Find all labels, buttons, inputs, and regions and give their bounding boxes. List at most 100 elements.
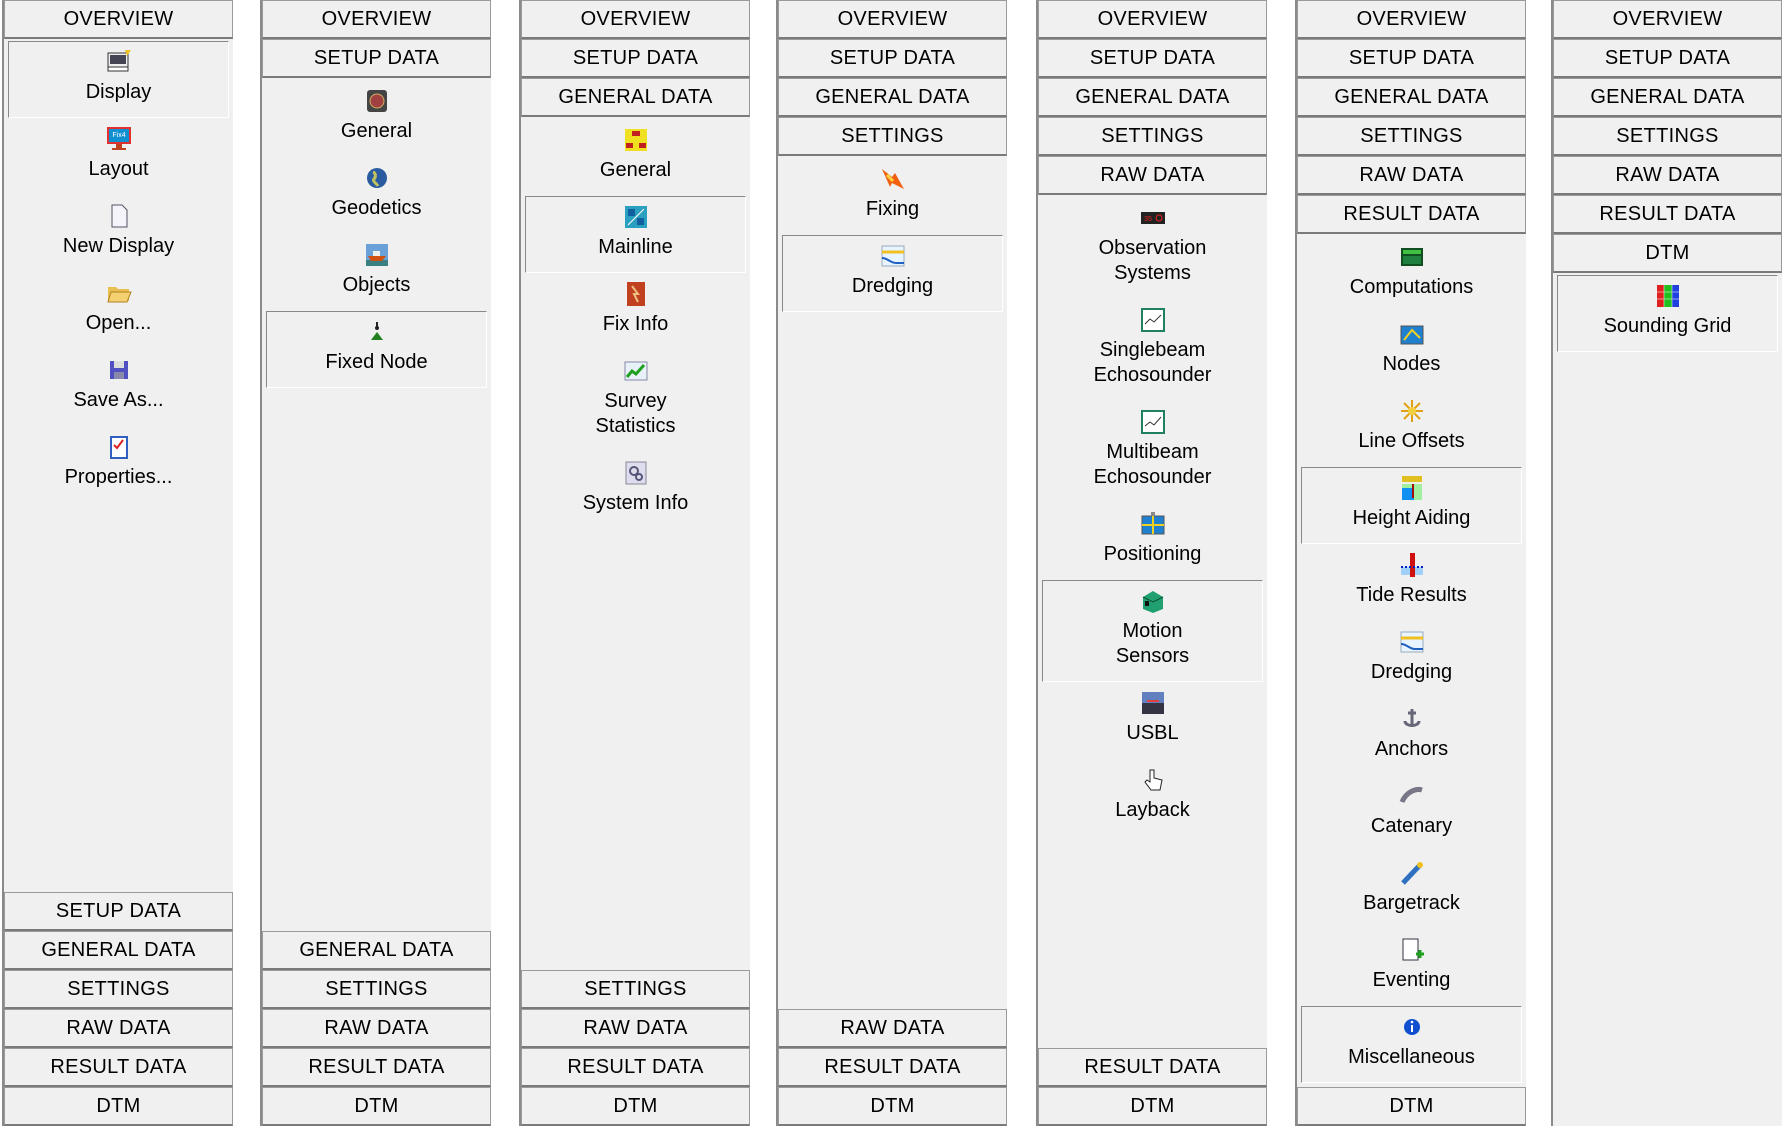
list-item-system-info[interactable]: System Info	[525, 452, 746, 529]
tab-result-data[interactable]: RESULT DATA	[1553, 195, 1782, 234]
tab-overview[interactable]: OVERVIEW	[521, 0, 750, 39]
list-item-geodetics[interactable]: Geodetics	[266, 157, 487, 234]
list-item-observation-systems[interactable]: 35 Observation Systems	[1042, 197, 1263, 299]
list-item-fixed-node[interactable]: Fixed Node	[266, 311, 487, 388]
list-item-general[interactable]: General	[266, 80, 487, 157]
panel-column: OVERVIEW SETUP DATA General Geodetics Object…	[260, 0, 491, 1126]
tab-general-data[interactable]: GENERAL DATA	[1553, 78, 1782, 117]
tab-overview[interactable]: OVERVIEW	[778, 0, 1007, 39]
tab-dtm[interactable]: DTM	[521, 1087, 750, 1126]
tab-overview[interactable]: OVERVIEW	[1038, 0, 1267, 39]
list-item-layback[interactable]: Layback	[1042, 759, 1263, 836]
tab-dtm[interactable]: DTM	[4, 1087, 233, 1126]
tab-general-data[interactable]: GENERAL DATA	[778, 78, 1007, 117]
item-label: Tide Results	[1356, 584, 1467, 606]
list-item-singlebeam-echosounder[interactable]: Singlebeam Echosounder	[1042, 299, 1263, 401]
globe-icon	[363, 164, 391, 192]
tab-overview[interactable]: OVERVIEW	[4, 0, 233, 39]
list-item-line-offsets[interactable]: Line Offsets	[1301, 390, 1522, 467]
list-item-positioning[interactable]: Positioning	[1042, 503, 1263, 580]
tab-dtm[interactable]: DTM	[778, 1087, 1007, 1126]
tab-raw-data[interactable]: RAW DATA	[1038, 156, 1267, 195]
list-item-display[interactable]: Display	[8, 41, 229, 118]
list-item-objects[interactable]: Objects	[266, 234, 487, 311]
tab-settings[interactable]: SETTINGS	[1038, 117, 1267, 156]
fix-info-icon	[622, 280, 650, 308]
list-item-computations[interactable]: Computations	[1301, 236, 1522, 313]
tab-dtm[interactable]: DTM	[1038, 1087, 1267, 1126]
tab-general-data[interactable]: GENERAL DATA	[1297, 78, 1526, 117]
tab-settings[interactable]: SETTINGS	[1553, 117, 1782, 156]
item-list: General Mainline Fix Info Survey Statistics…	[521, 117, 750, 970]
list-item-bargetrack[interactable]: Bargetrack	[1301, 852, 1522, 929]
tab-general-data[interactable]: GENERAL DATA	[4, 931, 233, 970]
list-item-nodes[interactable]: Nodes	[1301, 313, 1522, 390]
list-item-layout[interactable]: Fix4 Layout	[8, 118, 229, 195]
tab-overview[interactable]: OVERVIEW	[1553, 0, 1782, 39]
eventing-icon	[1398, 936, 1426, 964]
tab-dtm[interactable]: DTM	[1553, 234, 1782, 273]
item-label: Dredging	[851, 275, 934, 297]
tab-setup-data[interactable]: SETUP DATA	[1553, 39, 1782, 78]
list-item-usbl[interactable]: USBL	[1042, 682, 1263, 759]
tab-setup-data[interactable]: SETUP DATA	[1038, 39, 1267, 78]
tab-setup-data[interactable]: SETUP DATA	[778, 39, 1007, 78]
tab-general-data[interactable]: GENERAL DATA	[262, 931, 491, 970]
list-item-tide-results[interactable]: Tide Results	[1301, 544, 1522, 621]
tab-settings[interactable]: SETTINGS	[4, 970, 233, 1009]
panel-column: OVERVIEW SETUP DATA GENERAL DATA General Mai…	[519, 0, 750, 1126]
list-item-anchors[interactable]: Anchors	[1301, 698, 1522, 775]
list-item-properties[interactable]: Properties...	[8, 426, 229, 503]
tab-raw-data[interactable]: RAW DATA	[4, 1009, 233, 1048]
list-item-fixing[interactable]: Fixing	[782, 158, 1003, 235]
list-item-catenary[interactable]: Catenary	[1301, 775, 1522, 852]
tab-raw-data[interactable]: RAW DATA	[1297, 156, 1526, 195]
tab-raw-data[interactable]: RAW DATA	[1553, 156, 1782, 195]
tab-dtm[interactable]: DTM	[1297, 1087, 1526, 1126]
tab-result-data[interactable]: RESULT DATA	[521, 1048, 750, 1087]
properties-checklist-icon	[105, 433, 133, 461]
item-label: Nodes	[1382, 353, 1441, 375]
tab-settings[interactable]: SETTINGS	[521, 970, 750, 1009]
tab-overview[interactable]: OVERVIEW	[1297, 0, 1526, 39]
tab-settings[interactable]: SETTINGS	[262, 970, 491, 1009]
list-item-open[interactable]: Open...	[8, 272, 229, 349]
nodes-icon	[1398, 320, 1426, 348]
list-item-new-display[interactable]: New Display	[8, 195, 229, 272]
tab-setup-data[interactable]: SETUP DATA	[262, 39, 491, 78]
list-item-survey-statistics[interactable]: Survey Statistics	[525, 350, 746, 452]
list-item-dredging[interactable]: Dredging	[782, 235, 1003, 312]
new-document-icon	[105, 202, 133, 230]
tab-result-data[interactable]: RESULT DATA	[262, 1048, 491, 1087]
list-item-height-aiding[interactable]: Height Aiding	[1301, 467, 1522, 544]
item-label: Layout	[88, 158, 149, 180]
item-list: 35 Observation Systems Singlebeam Echosoun…	[1038, 195, 1267, 1048]
list-item-multibeam-echosounder[interactable]: Multibeam Echosounder	[1042, 401, 1263, 503]
item-label: Open...	[85, 312, 152, 334]
list-item-mainline[interactable]: Mainline	[525, 196, 746, 273]
tab-overview[interactable]: OVERVIEW	[262, 0, 491, 39]
tab-setup-data[interactable]: SETUP DATA	[521, 39, 750, 78]
tab-result-data[interactable]: RESULT DATA	[1297, 195, 1526, 234]
list-item-fix-info[interactable]: Fix Info	[525, 273, 746, 350]
tab-raw-data[interactable]: RAW DATA	[262, 1009, 491, 1048]
tab-raw-data[interactable]: RAW DATA	[521, 1009, 750, 1048]
tab-general-data[interactable]: GENERAL DATA	[1038, 78, 1267, 117]
list-item-save-as[interactable]: Save As...	[8, 349, 229, 426]
list-item-miscellaneous[interactable]: Miscellaneous	[1301, 1006, 1522, 1083]
list-item-motion-sensors[interactable]: Motion Sensors	[1042, 580, 1263, 682]
tab-settings[interactable]: SETTINGS	[1297, 117, 1526, 156]
tab-setup-data[interactable]: SETUP DATA	[4, 892, 233, 931]
tab-result-data[interactable]: RESULT DATA	[1038, 1048, 1267, 1087]
list-item-sounding-grid[interactable]: Sounding Grid	[1557, 275, 1778, 352]
list-item-eventing[interactable]: Eventing	[1301, 929, 1522, 1006]
tab-settings[interactable]: SETTINGS	[778, 117, 1007, 156]
tab-raw-data[interactable]: RAW DATA	[778, 1009, 1007, 1048]
tab-result-data[interactable]: RESULT DATA	[4, 1048, 233, 1087]
list-item-dredging[interactable]: Dredging	[1301, 621, 1522, 698]
tab-general-data[interactable]: GENERAL DATA	[521, 78, 750, 117]
tab-setup-data[interactable]: SETUP DATA	[1297, 39, 1526, 78]
tab-dtm[interactable]: DTM	[262, 1087, 491, 1126]
list-item-general[interactable]: General	[525, 119, 746, 196]
tab-result-data[interactable]: RESULT DATA	[778, 1048, 1007, 1087]
